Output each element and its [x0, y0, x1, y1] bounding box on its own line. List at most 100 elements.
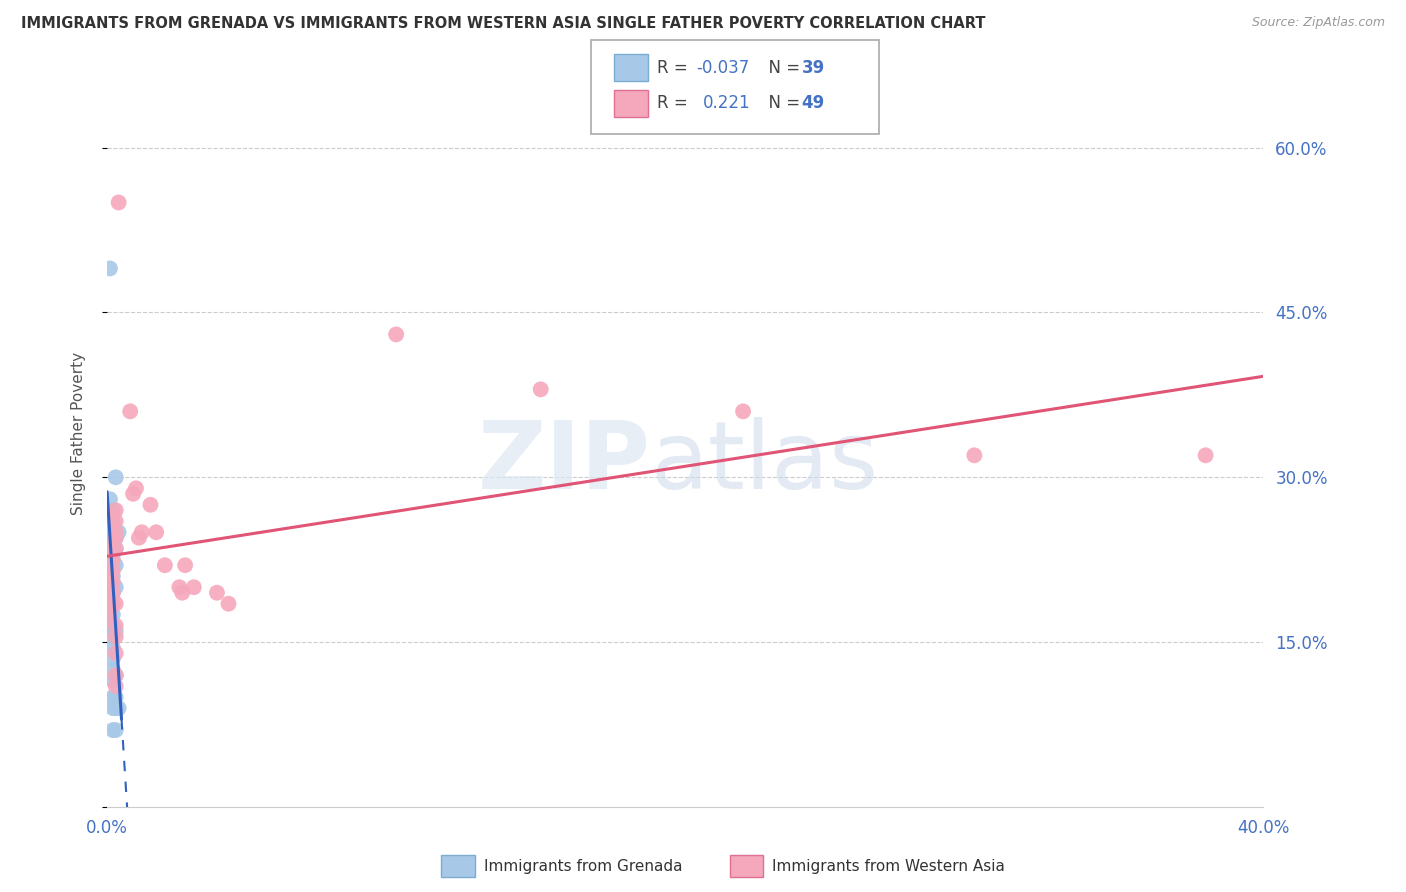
Point [101, 651, 124, 665]
Point [101, 520, 124, 534]
Point [98, 492, 121, 507]
Point [101, 574, 124, 589]
Point [104, 514, 127, 528]
Point [104, 646, 127, 660]
Text: R =: R = [657, 95, 693, 112]
Point [98, 580, 121, 594]
Point [122, 487, 145, 501]
Point [101, 690, 124, 705]
Point [153, 558, 176, 573]
Point [98, 508, 121, 523]
Point [101, 597, 124, 611]
Point [731, 404, 754, 418]
Point [104, 679, 127, 693]
Point [104, 618, 127, 632]
Point [101, 541, 124, 556]
Point [131, 525, 153, 540]
Point [98, 607, 121, 622]
Point [104, 597, 127, 611]
Point [104, 558, 127, 573]
Point [104, 668, 127, 682]
Point [104, 525, 127, 540]
Text: Immigrants from Grenada: Immigrants from Grenada [484, 859, 682, 873]
Point [104, 630, 127, 644]
Point [101, 640, 124, 655]
Point [104, 531, 127, 545]
Point [963, 448, 986, 462]
Point [120, 404, 142, 418]
Point [98, 261, 121, 276]
Point [104, 580, 127, 594]
Text: N =: N = [758, 95, 806, 112]
Point [101, 514, 124, 528]
Point [101, 525, 124, 540]
Point [104, 690, 127, 705]
Point [101, 673, 124, 688]
Point [98, 597, 121, 611]
Point [128, 531, 150, 545]
Point [104, 668, 127, 682]
Point [98, 520, 121, 534]
Text: IMMIGRANTS FROM GRENADA VS IMMIGRANTS FROM WESTERN ASIA SINGLE FATHER POVERTY CO: IMMIGRANTS FROM GRENADA VS IMMIGRANTS FR… [21, 16, 986, 31]
Point [107, 195, 129, 210]
Point [174, 558, 197, 573]
Point [101, 630, 124, 644]
Point [101, 508, 124, 523]
Point [104, 701, 127, 715]
Text: ZIP: ZIP [478, 417, 651, 509]
Point [101, 585, 124, 599]
Point [169, 580, 191, 594]
Point [101, 607, 124, 622]
Point [183, 580, 205, 594]
Text: -0.037: -0.037 [696, 59, 749, 77]
Point [98, 558, 121, 573]
Point [101, 701, 124, 715]
Point [101, 536, 124, 550]
Point [1194, 448, 1216, 462]
Point [104, 503, 127, 517]
Point [101, 531, 124, 545]
Point [218, 597, 240, 611]
Point [104, 531, 127, 545]
Point [145, 525, 167, 540]
Point [205, 585, 228, 599]
Point [101, 503, 124, 517]
Point [101, 597, 124, 611]
Text: 49: 49 [801, 95, 825, 112]
Point [98, 525, 121, 540]
Text: N =: N = [758, 59, 806, 77]
Point [98, 569, 121, 583]
Point [101, 569, 124, 583]
Point [104, 624, 127, 639]
Point [101, 580, 124, 594]
Point [101, 624, 124, 639]
Point [101, 618, 124, 632]
Y-axis label: Single Father Poverty: Single Father Poverty [72, 351, 86, 515]
Point [107, 701, 129, 715]
Text: Immigrants from Western Asia: Immigrants from Western Asia [772, 859, 1005, 873]
Text: 39: 39 [801, 59, 825, 77]
Point [107, 525, 129, 540]
Point [98, 547, 121, 561]
Point [101, 585, 124, 599]
Point [101, 541, 124, 556]
Point [101, 564, 124, 578]
Point [98, 585, 121, 599]
Text: Source: ZipAtlas.com: Source: ZipAtlas.com [1251, 16, 1385, 29]
Point [104, 723, 127, 738]
Point [172, 585, 194, 599]
Text: atlas: atlas [651, 417, 879, 509]
Point [101, 558, 124, 573]
Point [385, 327, 408, 342]
Text: 0.221: 0.221 [703, 95, 751, 112]
Point [530, 383, 553, 397]
Point [101, 663, 124, 677]
Point [104, 470, 127, 484]
Point [125, 481, 148, 495]
Point [101, 553, 124, 567]
Point [101, 723, 124, 738]
Point [101, 531, 124, 545]
Point [98, 536, 121, 550]
Point [104, 541, 127, 556]
Point [139, 498, 162, 512]
